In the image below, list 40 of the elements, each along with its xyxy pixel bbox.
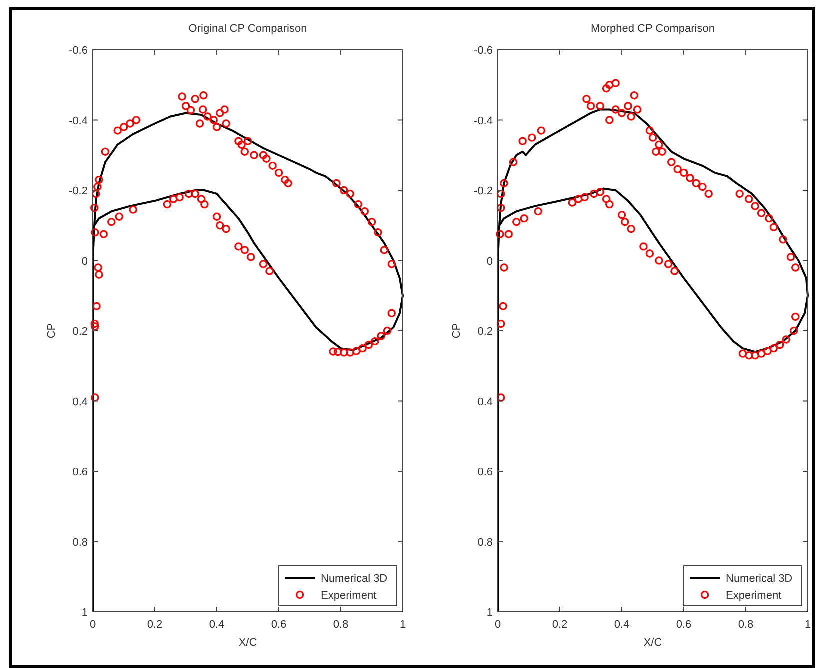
y-tick-label: -0.6 — [474, 45, 493, 57]
x-tick-label: 0.6 — [271, 619, 287, 631]
y-tick-label: 0.6 — [478, 466, 493, 478]
y-tick-label: 0 — [82, 256, 88, 268]
x-tick-label: 0.4 — [209, 619, 225, 631]
y-axis-title: CP — [451, 323, 463, 339]
y-tick-label: -0.4 — [69, 115, 88, 128]
x-tick-label: 0.8 — [738, 619, 754, 631]
x-tick-label: 0.4 — [614, 619, 630, 631]
legend-label: Numerical 3D — [321, 573, 388, 585]
y-tick-label: -0.6 — [69, 45, 88, 57]
y-tick-label: -0.2 — [474, 186, 493, 198]
y-tick-label: 0.8 — [478, 536, 493, 549]
y-tick-label: -0.2 — [69, 186, 88, 198]
y-tick-label: 1 — [486, 607, 493, 619]
legend-label: Experiment — [321, 590, 377, 602]
x-tick-label: 1 — [804, 619, 812, 631]
y-tick-label: 1 — [82, 607, 88, 619]
y-tick-label: 0 — [486, 256, 493, 268]
y-axis-title: CP — [46, 323, 58, 339]
x-tick-label: 0.2 — [147, 619, 163, 631]
x-tick-label: 1 — [400, 619, 406, 631]
x-axis-title: X/C — [238, 637, 258, 649]
y-tick-label: -0.4 — [474, 115, 493, 128]
chart-title: Morphed CP Comparison — [591, 23, 715, 35]
x-tick-label: 0.2 — [552, 619, 568, 631]
y-tick-label: 0.4 — [72, 396, 88, 408]
x-tick-label: 0.8 — [333, 619, 349, 631]
y-tick-label: 0.2 — [72, 326, 88, 338]
y-tick-label: 0.2 — [478, 326, 493, 338]
chart-title: Original CP Comparison — [188, 23, 308, 35]
y-tick-label: 0.6 — [72, 466, 88, 478]
legend-label: Numerical 3D — [726, 573, 793, 585]
y-tick-label: 0.8 — [72, 536, 88, 549]
y-tick-label: 0.4 — [478, 396, 493, 408]
legend-label: Experiment — [726, 590, 782, 602]
x-axis-title: X/C — [644, 637, 662, 649]
x-tick-label: 0.6 — [676, 619, 692, 631]
x-tick-label: 0 — [90, 619, 96, 631]
x-tick-label: 0 — [494, 619, 502, 631]
